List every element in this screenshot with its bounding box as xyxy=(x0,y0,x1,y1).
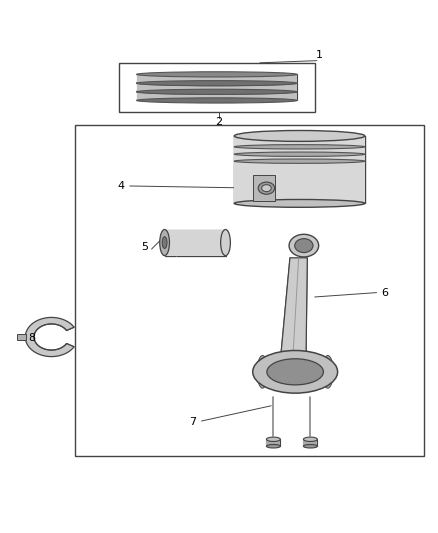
Polygon shape xyxy=(281,258,307,356)
Ellipse shape xyxy=(137,98,297,103)
Ellipse shape xyxy=(137,89,297,94)
Ellipse shape xyxy=(234,199,365,207)
Ellipse shape xyxy=(137,72,297,77)
Ellipse shape xyxy=(267,359,323,385)
Bar xyxy=(253,175,275,201)
Ellipse shape xyxy=(322,356,333,388)
Text: 6: 6 xyxy=(381,288,388,297)
Ellipse shape xyxy=(137,89,297,94)
Bar xyxy=(18,334,26,341)
Text: 1: 1 xyxy=(316,51,323,60)
Ellipse shape xyxy=(261,184,271,192)
Ellipse shape xyxy=(304,437,318,441)
Bar xyxy=(137,92,297,100)
Bar xyxy=(234,136,365,204)
Bar xyxy=(75,125,424,456)
Bar xyxy=(304,439,318,446)
Bar xyxy=(165,230,226,256)
Ellipse shape xyxy=(234,152,365,156)
Ellipse shape xyxy=(234,159,365,163)
Polygon shape xyxy=(25,318,74,357)
Bar xyxy=(266,439,280,446)
Ellipse shape xyxy=(34,324,69,350)
Text: 7: 7 xyxy=(189,417,197,427)
Ellipse shape xyxy=(137,80,297,86)
Ellipse shape xyxy=(295,239,313,253)
Ellipse shape xyxy=(289,235,319,257)
Ellipse shape xyxy=(162,237,167,248)
Bar xyxy=(137,75,297,83)
Bar xyxy=(137,83,297,92)
Ellipse shape xyxy=(234,131,365,141)
Text: 4: 4 xyxy=(117,181,125,191)
Ellipse shape xyxy=(253,351,338,393)
Ellipse shape xyxy=(266,445,280,448)
Ellipse shape xyxy=(304,445,318,448)
Ellipse shape xyxy=(137,80,297,86)
Ellipse shape xyxy=(160,230,170,256)
Ellipse shape xyxy=(221,230,230,256)
Text: 8: 8 xyxy=(28,333,35,343)
Ellipse shape xyxy=(266,437,280,441)
Ellipse shape xyxy=(257,356,268,388)
Text: 2: 2 xyxy=(215,117,223,126)
Ellipse shape xyxy=(258,182,275,194)
Text: 5: 5 xyxy=(141,242,148,252)
Bar xyxy=(119,63,315,112)
Ellipse shape xyxy=(234,144,365,149)
